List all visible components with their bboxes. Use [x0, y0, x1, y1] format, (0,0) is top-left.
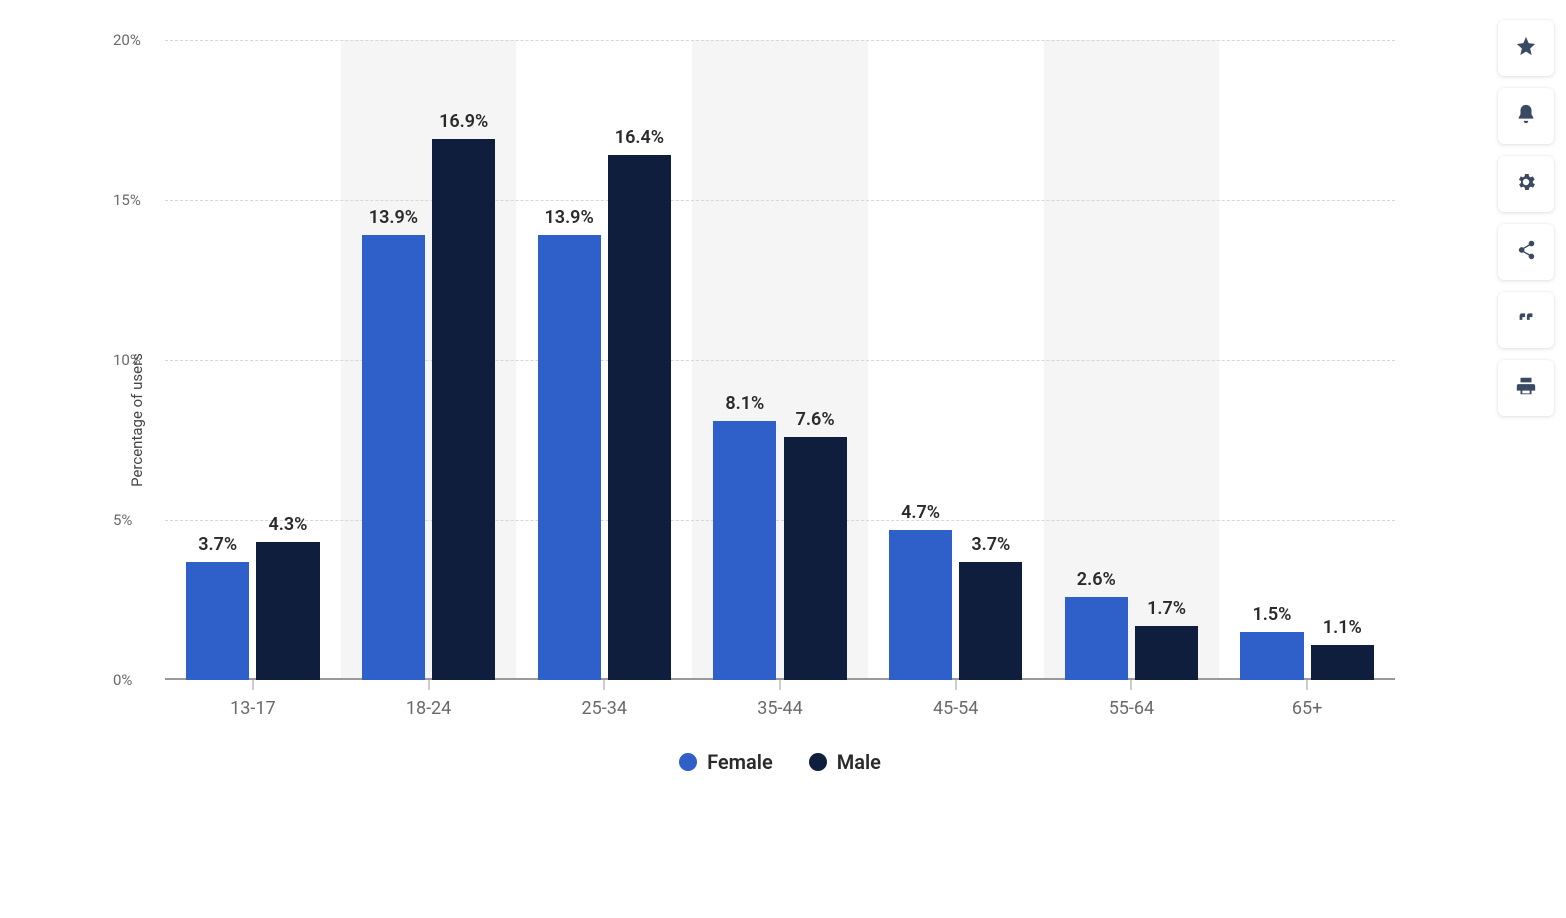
bar-female[interactable]: 8.1%: [713, 421, 776, 680]
bar-value-label: 16.4%: [608, 127, 671, 148]
x-tick-label: 25-34: [582, 698, 627, 719]
plot-area: 0%5%10%15%20%13-173.7%4.3%18-2413.9%16.9…: [165, 40, 1395, 680]
y-tick-label: 5%: [113, 511, 132, 529]
bar-male[interactable]: 7.6%: [784, 437, 847, 680]
bar-value-label: 4.7%: [889, 502, 952, 523]
legend-label: Male: [837, 750, 881, 774]
bar-male[interactable]: 1.7%: [1135, 626, 1198, 680]
legend-swatch: [809, 753, 827, 771]
bar-male[interactable]: 3.7%: [959, 562, 1022, 680]
bar-male[interactable]: 4.3%: [256, 542, 319, 680]
x-tick-mark: [780, 680, 781, 690]
gridline: [165, 520, 1395, 521]
gridline: [165, 200, 1395, 201]
gridline: [165, 360, 1395, 361]
bar-value-label: 13.9%: [538, 207, 601, 228]
x-tick-mark: [252, 680, 253, 690]
bar-value-label: 1.1%: [1311, 617, 1374, 638]
gridline: [165, 40, 1395, 41]
x-tick-label: 65+: [1292, 698, 1322, 719]
x-tick-mark: [428, 680, 429, 690]
bell-icon: [1515, 103, 1537, 129]
x-tick-label: 55-64: [1109, 698, 1154, 719]
bar-value-label: 13.9%: [362, 207, 425, 228]
toolbar: [1498, 20, 1554, 416]
settings-button[interactable]: [1498, 156, 1554, 212]
y-tick-label: 15%: [113, 191, 141, 209]
y-tick-label: 0%: [113, 671, 132, 689]
bar-value-label: 4.3%: [256, 514, 319, 535]
bar-value-label: 7.6%: [784, 409, 847, 430]
notify-button[interactable]: [1498, 88, 1554, 144]
share-icon: [1515, 239, 1537, 265]
x-tick-label: 13-17: [230, 698, 275, 719]
legend-item-female[interactable]: Female: [679, 750, 773, 774]
bar-female[interactable]: 3.7%: [186, 562, 249, 680]
bar-value-label: 8.1%: [713, 393, 776, 414]
bar-female[interactable]: 1.5%: [1240, 632, 1303, 680]
y-axis-label: Percentage of users: [128, 353, 146, 487]
bar-female[interactable]: 4.7%: [889, 530, 952, 680]
cite-button[interactable]: [1498, 292, 1554, 348]
y-tick-label: 20%: [113, 31, 141, 49]
x-tick-mark: [1307, 680, 1308, 690]
legend-label: Female: [707, 750, 773, 774]
bar-male[interactable]: 16.4%: [608, 155, 671, 680]
x-tick-mark: [1131, 680, 1132, 690]
bar-value-label: 3.7%: [959, 534, 1022, 555]
bar-female[interactable]: 2.6%: [1065, 597, 1128, 680]
legend: Female Male: [165, 750, 1395, 775]
favorite-button[interactable]: [1498, 20, 1554, 76]
x-tick-label: 45-54: [933, 698, 978, 719]
legend-item-male[interactable]: Male: [809, 750, 881, 774]
bar-male[interactable]: 16.9%: [432, 139, 495, 680]
bar-male[interactable]: 1.1%: [1311, 645, 1374, 680]
x-tick-mark: [604, 680, 605, 690]
chart-container: Percentage of users 0%5%10%15%20%13-173.…: [80, 30, 1410, 810]
print-icon: [1515, 375, 1537, 401]
bar-value-label: 3.7%: [186, 534, 249, 555]
print-button[interactable]: [1498, 360, 1554, 416]
quote-icon: [1515, 307, 1537, 333]
bar-female[interactable]: 13.9%: [362, 235, 425, 680]
legend-swatch: [679, 753, 697, 771]
y-tick-label: 10%: [113, 351, 141, 369]
share-button[interactable]: [1498, 224, 1554, 280]
x-tick-label: 18-24: [406, 698, 451, 719]
bar-value-label: 16.9%: [432, 111, 495, 132]
bar-female[interactable]: 13.9%: [538, 235, 601, 680]
star-icon: [1515, 35, 1537, 61]
x-tick-label: 35-44: [757, 698, 802, 719]
bar-value-label: 1.5%: [1240, 604, 1303, 625]
gear-icon: [1515, 171, 1537, 197]
bar-value-label: 1.7%: [1135, 598, 1198, 619]
x-tick-mark: [955, 680, 956, 690]
bar-value-label: 2.6%: [1065, 569, 1128, 590]
